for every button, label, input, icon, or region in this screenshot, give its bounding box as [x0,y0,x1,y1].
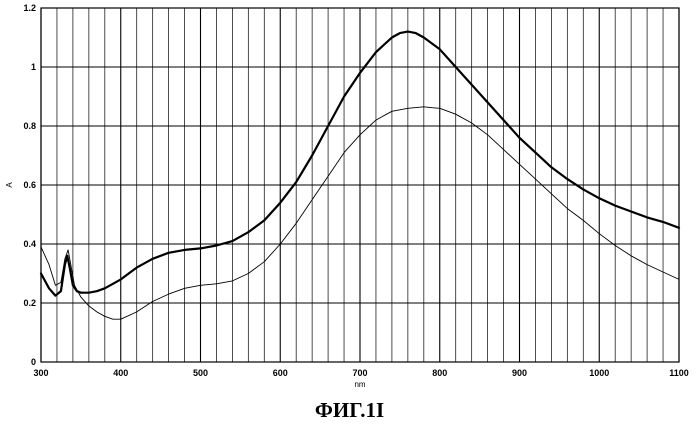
y-tick-label: 0.4 [23,239,36,249]
y-tick-label: 0 [31,357,36,367]
x-tick-label: 800 [432,368,447,378]
x-axis-label: nm [354,380,365,389]
y-tick-labels: 0 0.2 0.4 0.6 0.8 1 1.2 [23,3,36,367]
x-tick-label: 1100 [669,368,689,378]
y-tick-label: 1.2 [23,3,36,13]
x-tick-label: 700 [352,368,367,378]
x-tick-labels: 300 400 500 600 700 800 900 1000 1100 [33,368,688,378]
x-tick-label: 600 [273,368,288,378]
y-tick-label: 0.8 [23,121,36,131]
absorbance-chart: 300 400 500 600 700 800 900 1000 1100 0 0.2 0.4 0.6… [0,0,699,395]
x-tick-label: 400 [113,368,128,378]
y-tick-label: 0.2 [23,298,36,308]
x-tick-label: 900 [512,368,527,378]
y-tick-label: 1 [31,62,36,72]
y-axis-label: A [5,182,14,188]
figure-caption: ФИГ.1I [0,398,699,423]
y-tick-label: 0.6 [23,180,36,190]
x-tick-label: 500 [193,368,208,378]
x-tick-label: 1000 [589,368,609,378]
x-tick-label: 300 [33,368,48,378]
